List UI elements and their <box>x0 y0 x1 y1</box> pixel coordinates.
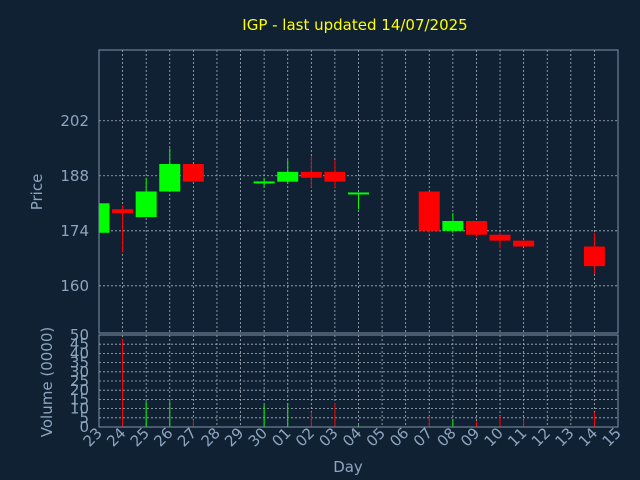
x-tick-label: 14 <box>575 424 601 450</box>
volume-tick-label: 35 <box>70 354 89 372</box>
volume-layer <box>122 338 595 427</box>
price-panel-frame <box>98 49 619 334</box>
x-tick-label: 13 <box>551 424 577 450</box>
grid-layer <box>99 50 618 428</box>
x-tick-label: 27 <box>174 424 200 450</box>
x-tick-label: 28 <box>198 424 224 450</box>
volume-tick-label: 5 <box>79 409 89 427</box>
candle-body <box>300 171 322 178</box>
x-tick-label: 10 <box>481 424 507 450</box>
candle-body <box>489 234 511 241</box>
x-tick-label: 01 <box>268 424 294 450</box>
candle-body <box>418 191 440 231</box>
x-tick-label: 12 <box>528 424 554 450</box>
x-tick-label: 11 <box>504 424 530 450</box>
candle-body <box>277 171 299 182</box>
x-tick-label: 24 <box>103 424 129 450</box>
candle-body <box>99 203 110 233</box>
candle-body <box>253 181 275 184</box>
price-tick-label: 202 <box>60 112 89 130</box>
x-tick-label: 25 <box>127 424 153 450</box>
x-tick-label: 09 <box>457 424 483 450</box>
x-tick-label: 29 <box>221 424 247 450</box>
candle-body <box>348 192 369 195</box>
price-axis-label: Price <box>28 174 46 211</box>
x-tick-label: 04 <box>339 424 365 450</box>
volume-tick-label: 40 <box>70 344 89 362</box>
volume-panel-frame <box>98 334 619 428</box>
x-tick-label: 26 <box>150 424 176 450</box>
x-axis-label: Day <box>333 458 363 476</box>
candle-body <box>513 240 535 247</box>
price-tick-label: 160 <box>60 277 89 295</box>
candle-layer <box>98 148 605 275</box>
candle-body <box>583 246 605 267</box>
volume-tick-label: 15 <box>70 390 89 408</box>
candle-body <box>465 220 487 235</box>
volume-tick-label: 0 <box>79 418 89 436</box>
volume-tick-label: 45 <box>70 335 89 353</box>
candle-body <box>135 191 157 218</box>
candle-body <box>324 171 346 182</box>
volume-tick-label: 30 <box>70 363 89 381</box>
volume-tick-label: 20 <box>70 381 89 399</box>
x-tick-label: 15 <box>599 424 625 450</box>
x-tick-label: 08 <box>433 424 459 450</box>
x-tick-label: 06 <box>386 424 412 450</box>
price-tick-label: 174 <box>60 222 89 240</box>
price-tick-label: 188 <box>60 167 89 185</box>
volume-tick-label: 10 <box>70 400 89 418</box>
volume-axis-label: Volume (0000) <box>38 327 56 437</box>
x-tick-label: 05 <box>363 424 389 450</box>
volume-tick-label: 25 <box>70 372 89 390</box>
candle-body <box>112 209 134 214</box>
chart-title: IGP - last updated 14/07/2025 <box>242 16 467 34</box>
x-tick-label: 02 <box>292 424 318 450</box>
x-tick-label: 30 <box>245 424 271 450</box>
x-tick-label: 03 <box>316 424 342 450</box>
candle-body <box>442 220 464 231</box>
volume-tick-label: 50 <box>70 326 89 344</box>
x-tick-label: 07 <box>410 424 436 450</box>
candle-body <box>182 163 204 182</box>
candle-body <box>159 163 181 192</box>
